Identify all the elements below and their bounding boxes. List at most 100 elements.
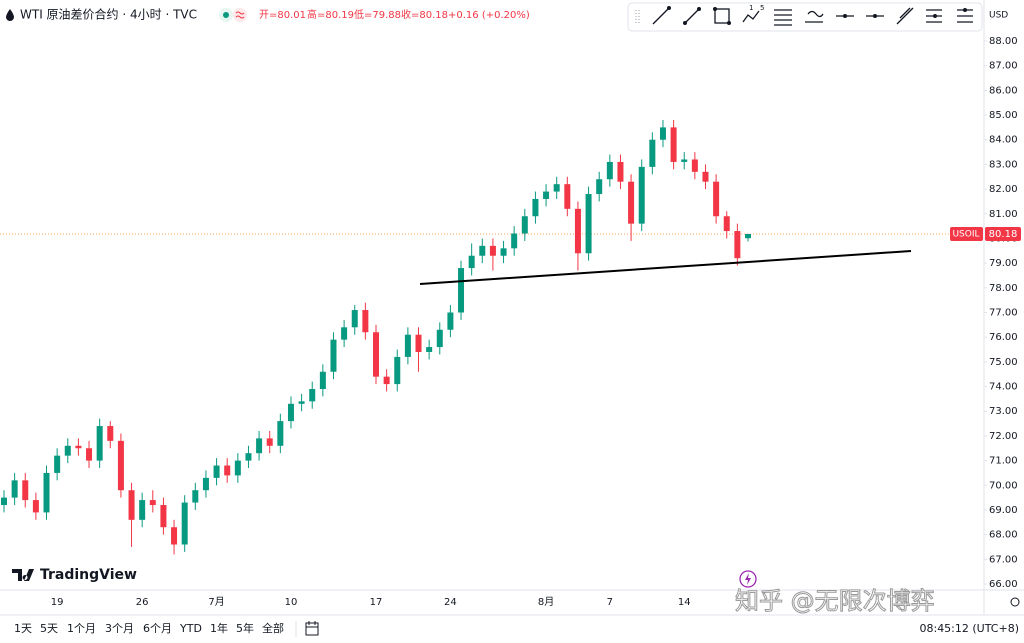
tool-handle [933, 14, 937, 18]
watermark: 知乎 @无限次博弈 [735, 587, 935, 615]
goto-date-icon[interactable] [305, 621, 319, 636]
candle-body [224, 465, 231, 476]
candle-body [479, 245, 486, 256]
last-price-label: 80.18 [989, 229, 1018, 240]
y-tick-label: 73.00 [989, 406, 1018, 417]
candle-body [404, 334, 411, 357]
candle-body [617, 161, 624, 182]
last-price-tag [985, 227, 1021, 242]
candle-body [139, 500, 146, 520]
y-tick-label: 77.00 [989, 308, 1018, 319]
range-button[interactable]: 3个月 [105, 622, 134, 635]
ohlc-close: 收=80.18 [401, 8, 448, 21]
candle-body [383, 376, 390, 385]
candle-body [341, 327, 348, 340]
candle-body [75, 445, 82, 449]
delay-icon [235, 11, 245, 19]
candle-body [670, 127, 677, 162]
range-button[interactable]: 1年 [210, 621, 228, 635]
tool-ray[interactable] [683, 7, 701, 25]
candle-body [511, 233, 518, 249]
candle-body [394, 356, 401, 385]
y-tick-label: 87.00 [989, 61, 1018, 72]
tool-parallel[interactable] [896, 7, 914, 25]
x-tick-label: 8月 [538, 596, 554, 608]
range-button[interactable]: YTD [179, 622, 202, 635]
tool-pattern[interactable] [742, 10, 760, 23]
candle-body [309, 389, 316, 402]
axis-settings[interactable] [1010, 597, 1020, 607]
range-button[interactable]: 1天 [14, 622, 32, 635]
ohlc-high: 高=80.19 [307, 8, 354, 21]
tool-handle [667, 6, 671, 10]
trend-line-drawing[interactable] [419, 250, 912, 285]
toolbar-panel [627, 2, 983, 32]
tool-handle [727, 21, 731, 25]
y-tick-label: 66.00 [989, 579, 1018, 590]
y-tick-label: 82.00 [989, 184, 1018, 195]
ohlc-change: +0.16 (+0.20%) [448, 10, 530, 21]
candle-body [723, 216, 730, 232]
x-tick-label: 7月 [208, 596, 224, 608]
clock: 08:45:12 (UTC+8) [919, 622, 1019, 635]
tool-handle [873, 14, 877, 18]
tool-handle [713, 7, 717, 11]
range-button[interactable]: 5天 [40, 622, 58, 635]
candle-body [256, 438, 263, 454]
candle-body [500, 248, 507, 256]
delay-badge [233, 8, 247, 22]
y-tick-label: 85.00 [989, 110, 1018, 121]
candle-body [553, 184, 560, 192]
currency[interactable]: USD [989, 11, 1008, 21]
tool-handle [963, 8, 967, 12]
status-dot [223, 12, 229, 18]
tool-rectangle[interactable] [714, 8, 730, 24]
tool-trend-line[interactable] [652, 7, 670, 25]
drawing-toolbar: 1 5 [627, 2, 983, 32]
candle-body [489, 245, 496, 256]
candle-body [32, 500, 39, 513]
tool-label: 5 [760, 4, 764, 12]
tool-fib[interactable] [774, 9, 792, 26]
y-tick-label: 86.00 [989, 85, 1018, 96]
candle-body [649, 139, 656, 167]
tool-handle [843, 14, 847, 18]
candle-body [415, 334, 422, 352]
candle-body [277, 421, 284, 446]
range-button[interactable]: 1个月 [67, 622, 96, 635]
y-tick-label: 69.00 [989, 505, 1018, 516]
candle-body [54, 455, 61, 473]
candle-body [351, 310, 358, 328]
candle-body [702, 171, 709, 182]
tool-curve[interactable] [805, 10, 824, 23]
candle-body [373, 332, 379, 377]
candle-body [436, 329, 443, 348]
tool-handle [683, 21, 687, 25]
candle-body [266, 438, 273, 446]
candle-body [330, 339, 337, 372]
x-tick-label: 7 [607, 597, 613, 608]
x-tick-label: 17 [370, 597, 383, 608]
candle-body [171, 527, 178, 545]
candle-body [287, 403, 294, 422]
candle-body [362, 310, 369, 333]
y-tick-label: 79.00 [989, 258, 1018, 269]
symbol-icon [6, 9, 14, 21]
candle-body [319, 371, 326, 390]
symbol-title[interactable]: WTI 原油差价合约 · 4小时 · TVC [20, 7, 197, 22]
candle-body [202, 477, 209, 491]
range-button[interactable]: 全部 [262, 621, 284, 635]
y-tick-label: 72.00 [989, 431, 1018, 442]
y-tick-label: 81.00 [989, 209, 1018, 220]
candle-body [234, 460, 241, 476]
candle-body [64, 445, 71, 456]
range-button[interactable]: 6个月 [143, 622, 172, 635]
candle-body [149, 500, 156, 506]
candle-body [532, 198, 539, 217]
y-tick-label: 88.00 [989, 36, 1018, 47]
range-button[interactable]: 5年 [236, 621, 254, 635]
candle-body [734, 231, 741, 259]
candle-body [574, 208, 581, 254]
candle-body [585, 194, 592, 254]
